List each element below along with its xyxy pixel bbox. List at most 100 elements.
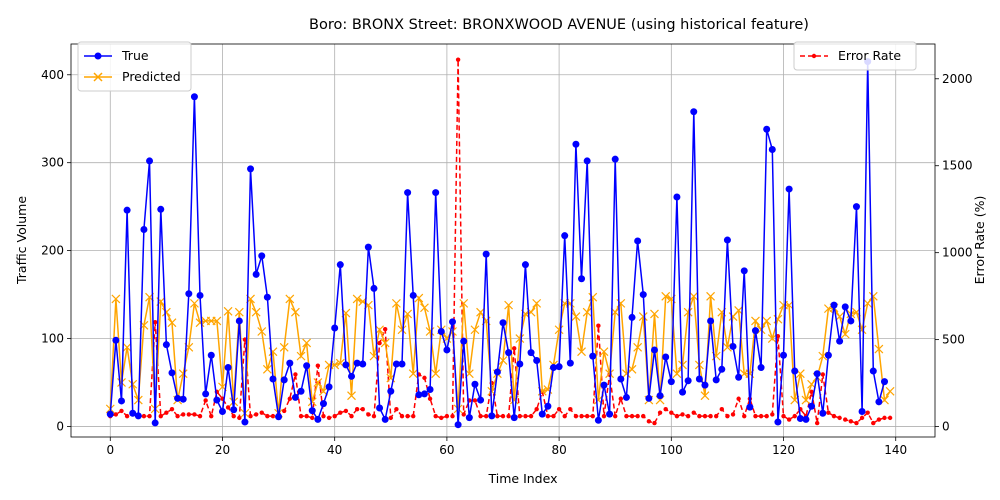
data-point-predicted	[577, 347, 586, 357]
data-point-true	[454, 421, 462, 429]
data-point-true	[409, 291, 417, 299]
data-point-error-rate	[399, 413, 405, 419]
data-point-true	[796, 415, 804, 423]
data-point-predicted	[296, 351, 306, 361]
data-point-true	[858, 408, 866, 416]
y-tick-label: 100	[41, 332, 64, 346]
data-point-error-rate	[820, 372, 825, 377]
data-point-true	[841, 303, 849, 311]
data-point-predicted	[190, 298, 199, 308]
data-point-true	[280, 376, 288, 384]
data-point-predicted	[571, 312, 581, 321]
data-point-true	[426, 386, 434, 394]
x-tick-label: 40	[327, 443, 342, 457]
data-point-predicted	[167, 318, 177, 328]
data-point-error-rate	[388, 415, 393, 421]
data-point-predicted	[195, 318, 205, 328]
data-point-error-rate	[349, 413, 354, 419]
data-point-error-rate	[270, 413, 276, 419]
data-point-error-rate	[590, 413, 595, 419]
data-point-predicted	[161, 307, 171, 317]
data-point-true	[230, 406, 238, 414]
data-point-error-rate	[528, 413, 534, 419]
data-point-error-rate	[332, 413, 337, 419]
data-point-error-rate	[871, 420, 876, 426]
data-point-predicted	[212, 316, 222, 326]
data-point-true	[555, 363, 563, 371]
data-point-error-rate	[601, 413, 607, 419]
data-point-error-rate	[865, 410, 870, 415]
data-point-true	[667, 378, 675, 386]
data-point-error-rate	[854, 420, 859, 426]
data-point-true	[241, 418, 249, 426]
data-point-predicted	[279, 342, 289, 352]
data-point-true	[695, 375, 703, 383]
data-point-true	[449, 318, 457, 326]
data-point-true	[432, 189, 440, 197]
data-point-true	[123, 206, 131, 214]
data-point-predicted	[375, 325, 384, 335]
data-point-error-rate	[613, 413, 618, 419]
data-point-predicted	[582, 307, 592, 317]
data-point-predicted	[459, 298, 469, 308]
data-point-true	[342, 361, 350, 369]
data-point-predicted	[689, 291, 699, 301]
data-point-true	[252, 270, 260, 278]
data-point-error-rate	[181, 412, 186, 417]
data-point-true	[673, 193, 681, 201]
data-point-predicted	[111, 294, 121, 304]
data-point-error-rate	[702, 413, 708, 419]
data-point-true	[235, 317, 243, 325]
data-point-predicted	[868, 291, 878, 301]
data-point-true	[493, 368, 501, 376]
data-point-true	[140, 226, 148, 234]
data-point-error-rate	[321, 413, 326, 419]
data-point-true	[314, 415, 322, 423]
data-point-predicted	[661, 291, 671, 301]
data-point-error-rate	[641, 413, 646, 419]
data-point-true	[583, 157, 591, 165]
data-point-true	[398, 360, 406, 368]
data-point-error-rate	[338, 410, 343, 415]
data-point-predicted	[470, 325, 480, 335]
data-point-error-rate	[882, 415, 887, 421]
data-point-true	[712, 376, 720, 384]
legend-error-marker	[811, 53, 817, 59]
y2-tick-label: 1500	[942, 159, 973, 173]
data-point-error-rate	[573, 413, 579, 419]
data-point-error-rate	[843, 417, 848, 422]
data-point-error-rate	[742, 413, 747, 419]
data-point-error-rate	[725, 413, 730, 419]
data-point-error-rate	[680, 412, 685, 417]
y-tick-label: 400	[41, 68, 64, 82]
data-point-error-rate	[326, 415, 332, 421]
data-point-true	[263, 293, 271, 301]
data-point-predicted	[599, 347, 609, 357]
data-point-predicted	[885, 386, 895, 396]
x-tick-label: 0	[106, 443, 114, 457]
y2-tick-label: 1000	[942, 246, 973, 260]
data-point-predicted	[408, 369, 418, 379]
data-point-true	[286, 359, 294, 367]
data-point-predicted	[453, 404, 463, 414]
data-point-error-rate	[225, 405, 231, 410]
data-point-error-rate	[450, 413, 455, 419]
data-point-true	[869, 367, 877, 375]
data-point-error-rate	[478, 413, 483, 419]
data-point-true	[606, 410, 614, 418]
data-point-true	[387, 387, 395, 395]
data-point-error-rate	[119, 408, 124, 414]
data-point-error-rate	[265, 413, 270, 419]
data-point-true	[247, 165, 255, 173]
data-point-true	[718, 365, 726, 373]
data-point-true	[174, 394, 182, 402]
data-point-error-rate	[113, 412, 119, 417]
data-point-error-rate	[394, 406, 399, 412]
data-point-predicted	[504, 300, 514, 310]
data-point-error-rate	[500, 413, 506, 419]
data-point-true	[112, 336, 120, 344]
legend-right: Error Rate	[793, 41, 917, 71]
data-point-true	[763, 125, 771, 133]
data-point-true	[207, 351, 215, 359]
data-point-error-rate	[209, 413, 214, 419]
